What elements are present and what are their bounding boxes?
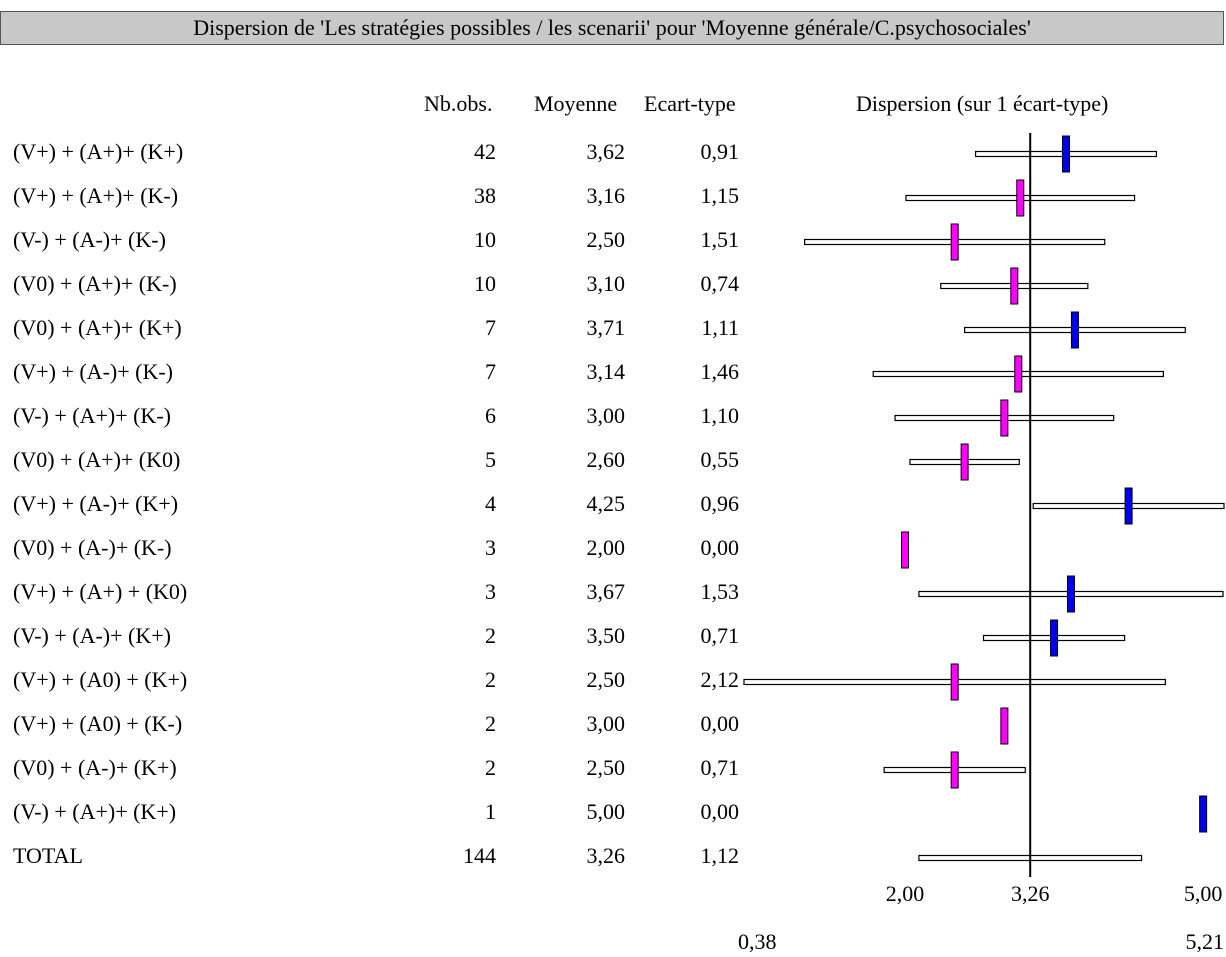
row-label: (V0) + (A+)+ (K-): [13, 271, 177, 296]
nb-obs-value: 42: [474, 139, 496, 164]
row-label: (V+) + (A+) + (K0): [13, 579, 187, 604]
mean-marker: [1000, 707, 1009, 745]
sd-value: 0,00: [701, 799, 740, 824]
mean-marker: [1124, 487, 1133, 525]
mean-value: 2,50: [587, 755, 626, 780]
row-label: (V0) + (A+)+ (K0): [13, 447, 180, 472]
mean-value: 2,50: [587, 227, 626, 252]
nb-obs-value: 3: [485, 579, 496, 604]
mean-marker: [950, 223, 959, 261]
header-ecart-type: Ecart-type: [644, 91, 736, 116]
sd-value: 0,00: [701, 711, 740, 736]
sd-value: 0,74: [701, 271, 740, 296]
header-nb-obs: Nb.obs.: [424, 91, 493, 116]
mean-value: 2,00: [587, 535, 626, 560]
nb-obs-value: 4: [485, 491, 496, 516]
mean-marker: [1010, 267, 1019, 305]
mean-marker: [960, 443, 969, 481]
mean-marker: [900, 531, 909, 569]
axis-tick-label: 2,00: [886, 881, 925, 906]
mean-value: 3,26: [587, 843, 626, 868]
sd-value: 0,71: [701, 623, 740, 648]
nb-obs-value: 2: [485, 711, 496, 736]
sd-value: 0,00: [701, 535, 740, 560]
sd-value: 2,12: [701, 667, 740, 692]
row-label: (V-) + (A-)+ (K+): [13, 623, 171, 648]
nb-obs-value: 10: [474, 271, 496, 296]
nb-obs-value: 7: [485, 359, 496, 384]
mean-value: 2,50: [587, 667, 626, 692]
mean-value: 2,60: [587, 447, 626, 472]
row-label: (V0) + (A-)+ (K-): [13, 535, 172, 560]
nb-obs-value: 5: [485, 447, 496, 472]
chart-title: Dispersion de 'Les stratégies possibles …: [0, 11, 1224, 45]
mean-marker: [1061, 135, 1070, 173]
mean-value: 3,62: [587, 139, 626, 164]
nb-obs-value: 2: [485, 755, 496, 780]
nb-obs-value: 144: [463, 843, 496, 868]
row-label: (V0) + (A-)+ (K+): [13, 755, 177, 780]
mean-value: 5,00: [587, 799, 626, 824]
nb-obs-value: 2: [485, 667, 496, 692]
sd-value: 1,12: [701, 843, 740, 868]
sd-value: 0,71: [701, 755, 740, 780]
axis-min-label: 0,38: [738, 929, 777, 954]
mean-marker: [950, 751, 959, 789]
axis-tick-label: 3,26: [1011, 881, 1050, 906]
row-label: (V+) + (A+)+ (K+): [13, 139, 183, 164]
header-dispersion: Dispersion (sur 1 écart-type): [856, 91, 1109, 116]
mean-value: 3,10: [587, 271, 626, 296]
mean-value: 3,14: [587, 359, 626, 384]
row-label: (V+) + (A0) + (K+): [13, 667, 187, 692]
nb-obs-value: 38: [474, 183, 496, 208]
nb-obs-value: 10: [474, 227, 496, 252]
mean-marker: [1016, 179, 1025, 217]
mean-marker: [1050, 619, 1059, 657]
sd-value: 1,53: [701, 579, 740, 604]
row-label: (V+) + (A0) + (K-): [13, 711, 182, 736]
row-label: (V+) + (A-)+ (K+): [13, 491, 178, 516]
sd-value: 0,91: [701, 139, 740, 164]
sd-value: 1,15: [701, 183, 740, 208]
row-label: (V+) + (A-)+ (K-): [13, 359, 173, 384]
mean-value: 3,71: [587, 315, 626, 340]
nb-obs-value: 2: [485, 623, 496, 648]
row-label: (V-) + (A-)+ (K-): [13, 227, 166, 252]
mean-value: 3,00: [587, 403, 626, 428]
mean-marker: [1014, 355, 1023, 393]
sd-value: 0,55: [701, 447, 740, 472]
mean-value: 3,16: [587, 183, 626, 208]
total-label: TOTAL: [13, 843, 83, 868]
sd-value: 1,46: [701, 359, 740, 384]
mean-value: 3,50: [587, 623, 626, 648]
nb-obs-value: 3: [485, 535, 496, 560]
nb-obs-value: 1: [485, 799, 496, 824]
mean-value: 3,67: [587, 579, 626, 604]
row-label: (V+) + (A+)+ (K-): [13, 183, 178, 208]
mean-value: 4,25: [587, 491, 626, 516]
row-label: (V0) + (A+)+ (K+): [13, 315, 182, 340]
row-label: (V-) + (A+)+ (K+): [13, 799, 176, 824]
axis-max-label: 5,21: [1186, 929, 1225, 954]
nb-obs-value: 6: [485, 403, 496, 428]
mean-marker: [1070, 311, 1079, 349]
mean-value: 3,00: [587, 711, 626, 736]
axis-tick-label: 5,00: [1184, 881, 1223, 906]
sd-value: 1,51: [701, 227, 740, 252]
header-moyenne: Moyenne: [534, 91, 618, 116]
sd-value: 1,10: [701, 403, 740, 428]
mean-marker: [950, 663, 959, 701]
row-label: (V-) + (A+)+ (K-): [13, 403, 171, 428]
mean-marker: [1066, 575, 1075, 613]
mean-marker: [1000, 399, 1009, 437]
sd-value: 1,11: [701, 315, 739, 340]
sd-value: 0,96: [701, 491, 740, 516]
mean-marker: [1199, 795, 1208, 833]
nb-obs-value: 7: [485, 315, 496, 340]
